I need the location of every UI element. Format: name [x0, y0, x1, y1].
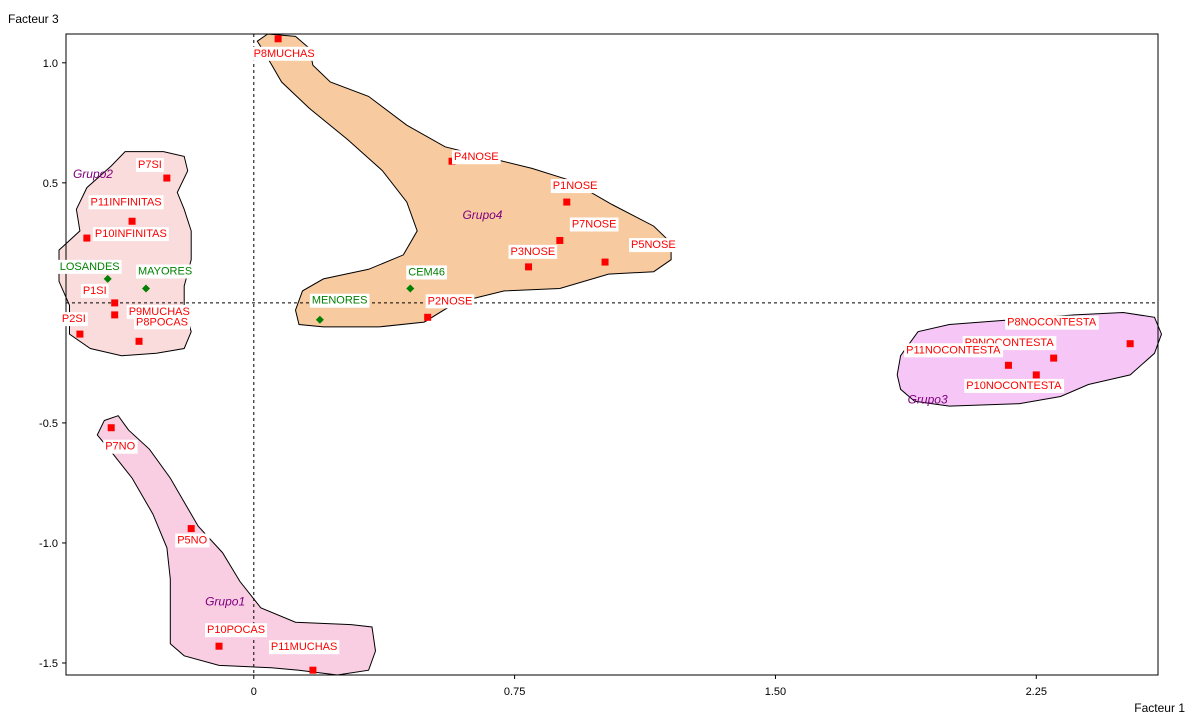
point-label-background — [508, 244, 558, 259]
point-marker — [83, 234, 91, 242]
point-marker — [187, 525, 195, 533]
point-label-background — [629, 238, 678, 253]
point-label: LOSANDES — [60, 261, 120, 273]
point-marker — [111, 299, 119, 307]
point-marker — [274, 35, 282, 43]
point-marker — [163, 174, 171, 182]
point-label: P8MUCHAS — [254, 48, 315, 60]
point-label: P2NOSE — [428, 295, 473, 307]
point-label: P8POCAS — [136, 316, 188, 328]
group-label-grupo3: Grupo3 — [908, 393, 948, 407]
point-label: P5NO — [177, 535, 207, 547]
axis-ticks: 0 0.75 1.50 2.25 1.0 0.5 -0.5 -1.0 -1.5 — [39, 58, 1047, 698]
point-label: P8NOCONTESTA — [1007, 317, 1097, 329]
point-label-background — [268, 640, 340, 655]
y-axis-label: Facteur 3 — [8, 12, 59, 26]
point-label-background — [1005, 315, 1099, 330]
point-label-background — [135, 158, 164, 173]
supplementary-point-marker — [406, 284, 415, 293]
point-marker — [107, 424, 115, 432]
supplementary-point-marker — [141, 284, 150, 293]
point-marker — [563, 198, 571, 206]
point-label-background — [550, 179, 600, 194]
point-label-background — [251, 46, 317, 61]
plot-frame — [65, 33, 1159, 676]
point-marker — [525, 263, 533, 271]
x-tick-label: 0.75 — [504, 686, 525, 698]
group-label-grupo4: Grupo4 — [462, 208, 502, 222]
point-label-background — [103, 439, 138, 454]
point-label: P7SI — [138, 159, 162, 171]
y-tick-label: -1.0 — [39, 538, 58, 550]
point-marker — [1032, 371, 1040, 379]
point-label: P11MUCHAS — [271, 641, 337, 653]
point-label-background — [88, 195, 164, 210]
point-label: P10INFINITAS — [95, 228, 167, 240]
x-tick-label: 1.50 — [765, 686, 786, 698]
point-label-background — [57, 259, 122, 274]
axes — [65, 33, 1159, 676]
data-points: P8MUCHAS P7SI P11INFINITAS P10INFINITAS P1SI… — [57, 35, 1134, 674]
point-label-background — [92, 227, 169, 242]
y-tick-label: 0.5 — [43, 178, 58, 190]
point-label-background — [80, 283, 109, 298]
point-label: P1SI — [83, 285, 107, 297]
point-label-background — [134, 315, 191, 330]
point-marker — [309, 666, 317, 674]
point-marker — [1004, 361, 1012, 369]
point-label-background — [175, 533, 210, 548]
point-marker — [1050, 354, 1058, 362]
point-label: P7NOSE — [572, 218, 617, 230]
point-label-background — [205, 623, 268, 638]
point-label-background — [569, 217, 619, 232]
y-tick-label: -1.5 — [39, 658, 58, 670]
point-marker — [128, 217, 136, 225]
point-label: P10NOCONTESTA — [966, 380, 1062, 392]
point-label-background — [452, 150, 501, 165]
point-label: P5NOSE — [631, 239, 676, 251]
point-marker — [1126, 340, 1134, 348]
point-label-background — [964, 378, 1065, 393]
point-label-background — [425, 294, 475, 309]
point-marker — [215, 642, 223, 650]
y-tick-label: 1.0 — [43, 58, 58, 70]
point-label-background — [904, 343, 1004, 358]
supplementary-point-marker — [315, 315, 324, 324]
point-label: P3NOSE — [511, 246, 556, 258]
point-marker — [556, 236, 564, 244]
group-label-grupo1: Grupo1 — [205, 594, 245, 608]
supplementary-point-marker — [103, 274, 112, 283]
point-label-background — [59, 312, 88, 327]
x-tick-label: 2.25 — [1026, 686, 1047, 698]
point-label-background — [406, 265, 447, 280]
point-label: P1NOSE — [553, 180, 598, 192]
y-tick-label: -0.5 — [39, 418, 58, 430]
point-label: P4NOSE — [454, 151, 499, 163]
point-label: P7NO — [105, 441, 135, 453]
point-label: P11INFINITAS — [91, 196, 162, 208]
point-marker — [135, 337, 143, 345]
point-label-background — [309, 293, 370, 308]
group-labels: Grupo1 Grupo2 Grupo3 Grupo4 — [73, 167, 948, 608]
point-label: P11NOCONTESTA — [906, 344, 1001, 356]
point-label: CEM46 — [408, 266, 445, 278]
point-label: MAYORES — [138, 265, 192, 277]
point-label: P2SI — [62, 313, 86, 325]
point-marker — [601, 258, 609, 266]
x-axis-label: Facteur 1 — [1134, 701, 1185, 715]
point-marker — [111, 311, 119, 319]
group-label-grupo2: Grupo2 — [73, 167, 113, 181]
point-marker — [76, 330, 84, 338]
point-label-background — [135, 264, 195, 279]
hull-grupo4 — [256, 33, 672, 328]
point-label: P9MUCHAS — [129, 306, 190, 318]
point-label: MENORES — [312, 295, 368, 307]
x-tick-label: 0 — [251, 686, 257, 698]
hull-grupo3 — [896, 311, 1163, 407]
point-label: P10POCAS — [207, 624, 265, 636]
point-marker — [424, 313, 432, 321]
hull-grupo1 — [96, 415, 377, 676]
